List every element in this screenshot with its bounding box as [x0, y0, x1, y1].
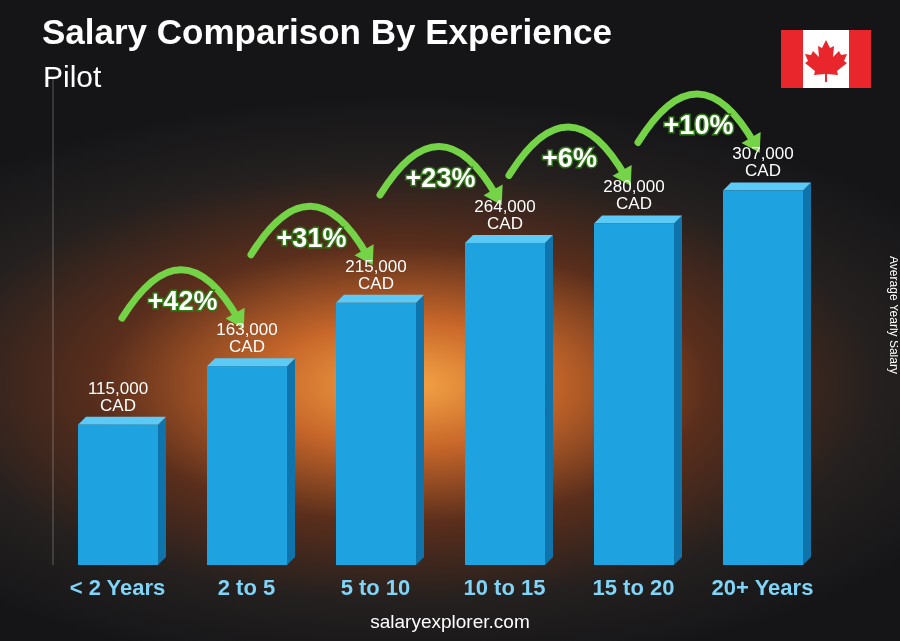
svg-text:215,000CAD: 215,000CAD: [345, 257, 406, 293]
svg-text:2 to 5: 2 to 5: [218, 575, 275, 600]
html-text:salaryexplorer.com: salaryexplorer.com: [370, 611, 530, 632]
svg-text:264,000CAD: 264,000CAD: [474, 197, 535, 233]
svg-text:307,000CAD: 307,000CAD: [732, 144, 793, 180]
html-text:Salary Comparison By Experienc: Salary Comparison By Experience: [42, 12, 612, 51]
svg-text:+31%: +31%: [277, 223, 347, 253]
svg-text:20+ Years: 20+ Years: [712, 575, 814, 600]
svg-text:280,000CAD: 280,000CAD: [603, 177, 664, 213]
svg-text:15 to 20: 15 to 20: [593, 575, 675, 600]
svg-text:< 2 Years: < 2 Years: [70, 575, 166, 600]
svg-text:163,000CAD: 163,000CAD: [216, 320, 277, 356]
svg-text:+42%: +42%: [148, 286, 218, 316]
svg-text:Average Yearly Salary: Average Yearly Salary: [887, 256, 892, 374]
svg-text:10 to 15: 10 to 15: [464, 575, 546, 600]
svg-text:+23%: +23%: [406, 163, 476, 193]
svg-text:+10%: +10%: [664, 110, 734, 140]
html-text:Pilot: Pilot: [43, 60, 102, 93]
svg-text:5 to 10: 5 to 10: [341, 575, 411, 600]
svg-text:+6%: +6%: [542, 143, 597, 173]
svg-text:115,000CAD: 115,000CAD: [88, 379, 148, 415]
